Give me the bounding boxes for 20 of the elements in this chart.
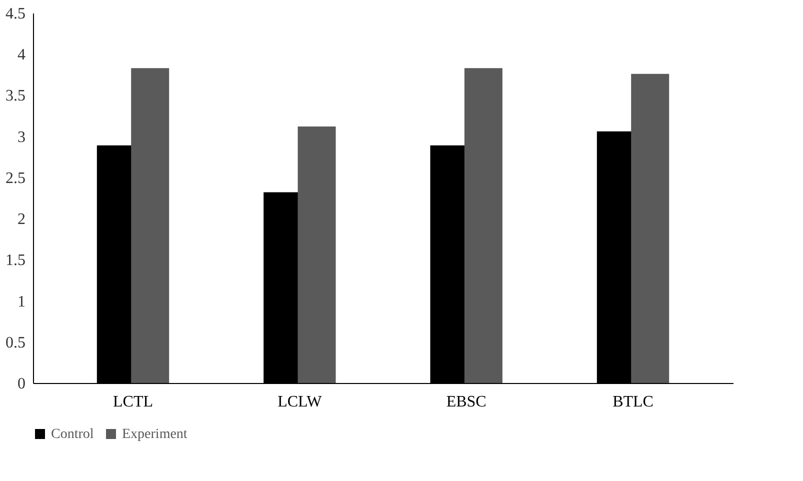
bar: [298, 126, 336, 383]
y-tick-label: 4.5: [6, 6, 26, 22]
y-tick-label: 0: [18, 376, 26, 392]
x-tick-label: EBSC: [446, 394, 486, 410]
legend-label: Experiment: [122, 427, 188, 442]
bar: [464, 68, 502, 383]
y-tick-label: 2: [18, 211, 26, 228]
x-tick-label: BTLC: [612, 394, 654, 410]
y-tick-label: 1: [18, 293, 26, 310]
legend-label: Control: [51, 427, 94, 442]
bar: [631, 74, 670, 383]
x-tick-label: LCLW: [278, 394, 323, 410]
y-tick-label: 2.5: [6, 170, 26, 187]
x-tick-label: LCTL: [113, 394, 153, 410]
bar: [131, 68, 170, 383]
y-tick-label: 1.5: [6, 252, 26, 270]
y-tick-label: 4: [18, 46, 26, 64]
y-tick-label: 0.5: [6, 334, 26, 352]
y-tick-label: 3: [18, 128, 26, 146]
y-tick-label: 3.5: [6, 88, 26, 105]
